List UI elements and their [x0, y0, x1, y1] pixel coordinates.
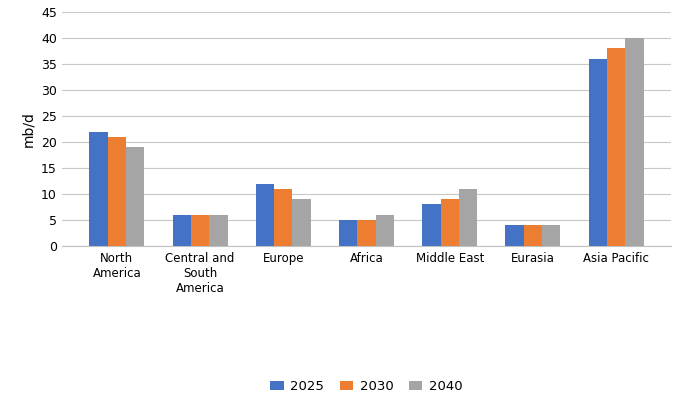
- Bar: [375, 215, 394, 246]
- Bar: [89, 132, 108, 246]
- Legend: 2025, 2030, 2040: 2025, 2030, 2040: [265, 374, 468, 397]
- Bar: [588, 59, 607, 246]
- Bar: [607, 48, 625, 246]
- Bar: [126, 147, 145, 246]
- Bar: [524, 225, 542, 246]
- Bar: [339, 220, 358, 246]
- Bar: [625, 38, 644, 246]
- Bar: [542, 225, 560, 246]
- Bar: [191, 215, 209, 246]
- Bar: [506, 225, 524, 246]
- Bar: [459, 189, 477, 246]
- Bar: [358, 220, 375, 246]
- Bar: [256, 184, 274, 246]
- Y-axis label: mb/d: mb/d: [21, 111, 36, 147]
- Bar: [440, 199, 459, 246]
- Bar: [422, 204, 440, 246]
- Bar: [108, 137, 126, 246]
- Bar: [274, 189, 292, 246]
- Bar: [209, 215, 227, 246]
- Bar: [292, 199, 311, 246]
- Bar: [173, 215, 191, 246]
